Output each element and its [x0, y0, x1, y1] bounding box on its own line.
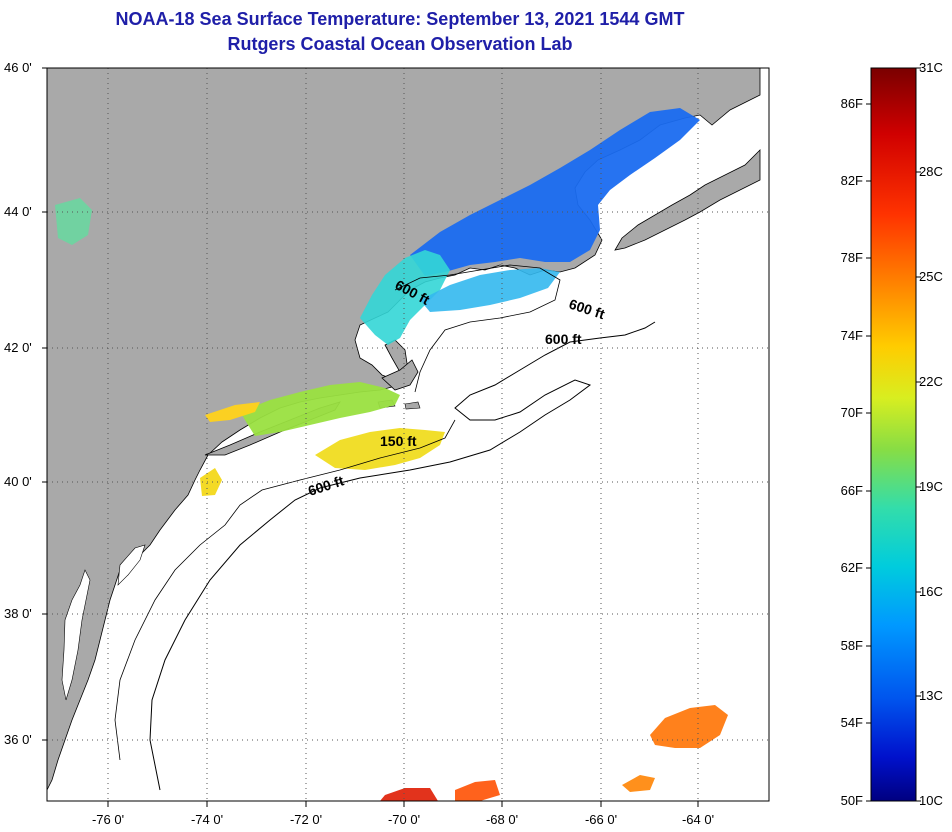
sst-patch-gulf-of-maine — [410, 108, 700, 276]
map-frame — [46, 67, 770, 802]
colorbar-f-label: 66F — [841, 483, 863, 498]
delaware-bay — [117, 544, 146, 586]
colorbar-f-label: 62F — [841, 560, 863, 575]
lon-label: -74 0' — [191, 812, 223, 827]
lat-label: 46 0' — [4, 60, 32, 75]
lon-label: -66 0' — [585, 812, 617, 827]
colorbar-c-label: 22C — [919, 374, 943, 389]
contour-150ft — [114, 419, 456, 761]
sst-patch-southern-new-england-green — [240, 382, 400, 436]
sst-patch-ny-bight-yellow — [200, 468, 222, 496]
colorbar-f-label: 70F — [841, 405, 863, 420]
lon-label: -68 0' — [486, 812, 518, 827]
colorbar-f-label: 78F — [841, 250, 863, 265]
contour-gulf-of-maine — [394, 264, 561, 393]
sst-patch-yellow-shelf — [315, 428, 445, 470]
colorbar-c-ticks — [916, 67, 921, 802]
lat-label: 42 0' — [4, 340, 32, 355]
lon-label: -70 0' — [388, 812, 420, 827]
lon-label: -64 0' — [682, 812, 714, 827]
colorbar-c-label: 31C — [919, 60, 943, 75]
colorbar-f-label: 54F — [841, 715, 863, 730]
colorbar — [870, 67, 917, 802]
land-nova-scotia — [614, 149, 761, 251]
sst-patch-georges-bank — [420, 268, 560, 312]
map-subtitle: Rutgers Coastal Ocean Observation Lab — [227, 34, 573, 54]
lat-label: 44 0' — [4, 204, 32, 219]
sst-patch-gulf-stream-small — [622, 775, 655, 792]
contour-600ft — [149, 321, 656, 791]
colorbar-f-label: 74F — [841, 328, 863, 343]
contour-label: 150 ft — [380, 433, 417, 449]
lat-label: 38 0' — [4, 606, 32, 621]
lat-label: 40 0' — [4, 474, 32, 489]
contour-label: 600 ft — [545, 331, 582, 347]
sst-patch-gulf-stream-south-2 — [455, 780, 500, 801]
colorbar-f-label: 50F — [841, 793, 863, 808]
colorbar-f-label: 82F — [841, 173, 863, 188]
colorbar-c-label: 25C — [919, 269, 943, 284]
colorbar-f-label: 86F — [841, 96, 863, 111]
land-cape-cod — [381, 359, 419, 391]
sst-patch-nw-lakes — [55, 198, 92, 245]
axis-ticks — [42, 67, 699, 807]
sst-patch-gulf-stream-south-1 — [380, 788, 438, 801]
chesapeake-bay — [61, 569, 91, 701]
sst-patch-coastal-maine-cyan — [360, 250, 450, 345]
colorbar-c-label: 13C — [919, 688, 943, 703]
colorbar-c-label: 16C — [919, 584, 943, 599]
colorbar-c-label: 10C — [919, 793, 943, 808]
lon-label: -76 0' — [92, 812, 124, 827]
colorbar-c-label: 19C — [919, 479, 943, 494]
sst-patch-long-island-sound — [205, 402, 260, 422]
lat-label: 36 0' — [4, 732, 32, 747]
colorbar-c-label: 28C — [919, 164, 943, 179]
lon-label: -72 0' — [290, 812, 322, 827]
graticule — [47, 68, 769, 801]
sst-patch-gulf-stream-east — [650, 705, 728, 748]
colorbar-f-label: 58F — [841, 638, 863, 653]
colorbar-f-ticks — [866, 103, 871, 802]
map-title: NOAA-18 Sea Surface Temperature: Septemb… — [115, 9, 685, 29]
